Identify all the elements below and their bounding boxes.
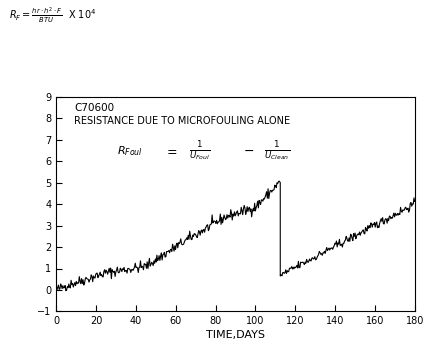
Text: $R_F = \frac{hr \cdot h^2 \cdot F}{BTU}$  X 10$^4$: $R_F = \frac{hr \cdot h^2 \cdot F}{BTU}$… (9, 5, 96, 25)
Text: $\frac{1}{U_{Foul}}$: $\frac{1}{U_{Foul}}$ (189, 140, 210, 163)
Text: $-$: $-$ (243, 144, 254, 157)
Text: $\frac{1}{U_{Clean}}$: $\frac{1}{U_{Clean}}$ (264, 140, 290, 163)
Text: C70600: C70600 (74, 103, 114, 113)
Text: RESISTANCE DUE TO MICROFOULING ALONE: RESISTANCE DUE TO MICROFOULING ALONE (74, 116, 290, 126)
Text: $=$: $=$ (164, 144, 178, 157)
Text: $R_{Foul}$: $R_{Foul}$ (117, 144, 143, 158)
X-axis label: TIME,DAYS: TIME,DAYS (206, 330, 265, 340)
